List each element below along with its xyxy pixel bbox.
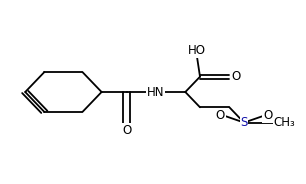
- Text: O: O: [231, 70, 241, 83]
- Text: O: O: [263, 109, 272, 123]
- Text: HO: HO: [188, 44, 206, 57]
- Text: CH₃: CH₃: [274, 116, 295, 129]
- Text: O: O: [216, 109, 225, 123]
- Text: HN: HN: [147, 86, 165, 98]
- Text: O: O: [122, 124, 131, 137]
- Text: S: S: [241, 116, 248, 129]
